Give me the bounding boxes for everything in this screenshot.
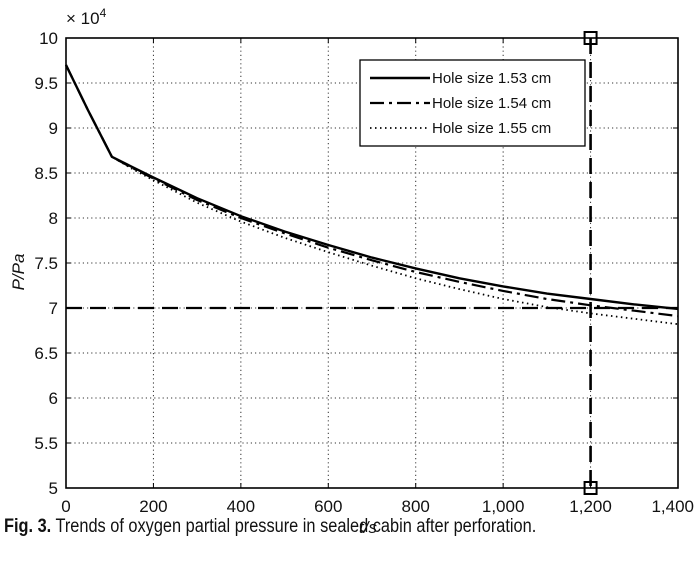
y-tick-label: 8.5 — [34, 164, 58, 183]
legend-label: Hole size 1.54 cm — [432, 95, 551, 112]
y-tick-label: 7 — [49, 299, 58, 318]
reference-markers — [583, 31, 598, 495]
legend-label: Hole size 1.55 cm — [432, 120, 551, 137]
reference-square-marker — [583, 481, 598, 495]
y-axis-ticks: 5 5.5 6 6.5 7 7.5 8 8.5 9 9.5 10 — [34, 29, 678, 498]
y-axis-title: P/Pa — [9, 254, 28, 291]
reference-lines — [66, 38, 678, 488]
x-tick-label: 200 — [139, 497, 167, 516]
series-lines — [64, 64, 679, 326]
x-tick-label: 0 — [61, 497, 70, 516]
y-multiplier-base: × 10 — [66, 9, 100, 28]
series-line-dashdot — [65, 64, 679, 318]
x-tick-label: 1,000 — [482, 497, 525, 516]
y-tick-label: 5 — [49, 479, 58, 498]
y-tick-label: 9.5 — [34, 74, 58, 93]
y-tick-label: 6.5 — [34, 344, 58, 363]
y-tick-label: 6 — [49, 389, 58, 408]
x-axis-title: t/s — [359, 518, 377, 537]
reference-square-marker — [583, 31, 598, 45]
y-multiplier-exponent: 4 — [100, 6, 107, 20]
y-tick-label: 8 — [49, 209, 58, 228]
series-line-dotted — [65, 64, 679, 326]
x-axis-ticks: 0 200 400 600 800 1,000 1,200 1,400 — [61, 38, 694, 516]
y-tick-label: 7.5 — [34, 254, 58, 273]
y-tick-label: 5.5 — [34, 434, 58, 453]
x-tick-label: 800 — [402, 497, 430, 516]
caption-label: Fig. 3. — [4, 516, 52, 537]
y-tick-label: 10 — [39, 29, 58, 48]
y-axis-multiplier: × 104 — [66, 6, 107, 28]
x-tick-label: 400 — [227, 497, 255, 516]
legend: Hole size 1.53 cm Hole size 1.54 cm Hole s… — [359, 59, 586, 147]
x-tick-label: 1,400 — [651, 497, 694, 516]
figure-caption: Fig. 3. Trends of oxygen partial pressur… — [4, 516, 597, 538]
x-tick-label: 600 — [314, 497, 342, 516]
caption-text: Trends of oxygen partial pressure in sea… — [51, 516, 537, 537]
x-tick-label: 1,200 — [569, 497, 612, 516]
y-tick-label: 9 — [49, 119, 58, 138]
legend-label: Hole size 1.53 cm — [432, 70, 551, 87]
